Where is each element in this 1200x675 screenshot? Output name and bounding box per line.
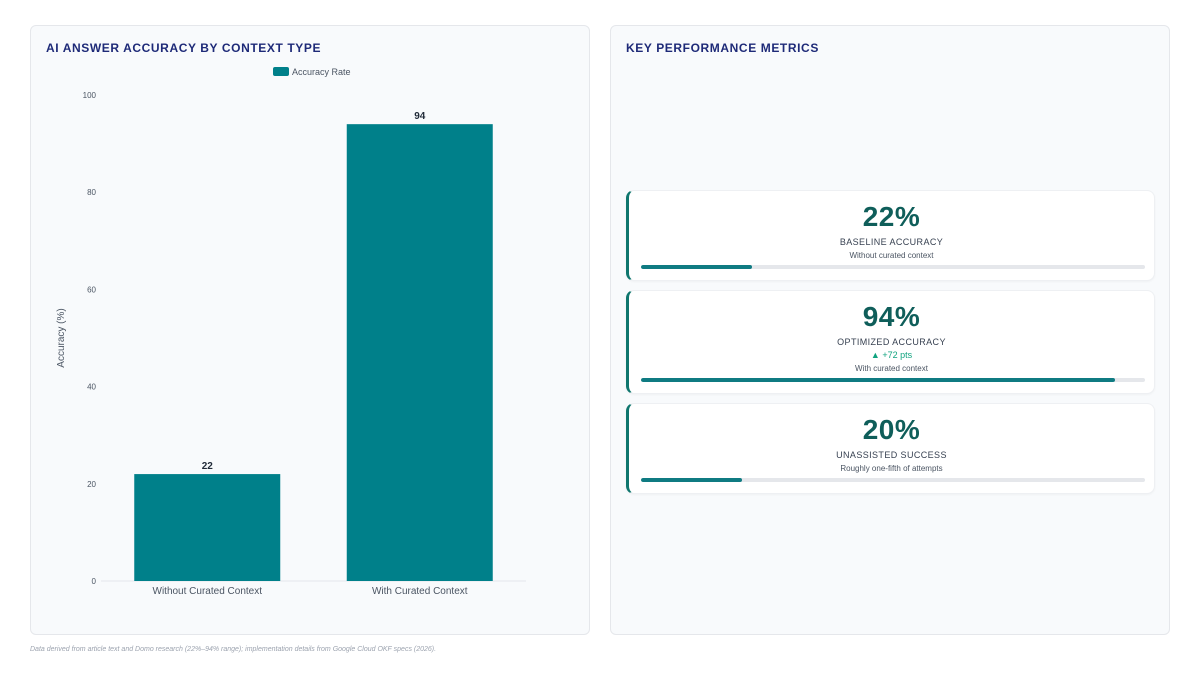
metric-value: 94% (862, 301, 921, 332)
chart-title: AI ANSWER ACCURACY BY CONTEXT TYPE (46, 41, 322, 55)
y-tick-label: 60 (87, 285, 96, 294)
progress-fill (641, 478, 742, 482)
bar-value-label: 22 (202, 461, 214, 472)
metric-label: BASELINE ACCURACY (839, 237, 944, 247)
metric-label: UNASSISTED SUCCESS (836, 450, 947, 460)
y-tick-label: 20 (87, 480, 96, 489)
chart-panel: AI ANSWER ACCURACY BY CONTEXT TYPE 0 20 40… (30, 25, 590, 635)
footnote: Data derived from article text and Domo … (30, 646, 437, 653)
metric-subtext: Without curated context (849, 251, 934, 260)
metric-subtext: With curated context (855, 364, 928, 373)
bar-value-label: 94 (414, 111, 426, 122)
metric-card-optimized: 94% OPTIMIZED ACCURACY ▲ +72 pts With cu… (626, 290, 1155, 394)
progress-track (641, 378, 1145, 382)
metric-delta: ▲ +72 pts (870, 350, 913, 360)
progress-track (641, 478, 1145, 482)
x-tick-label: With Curated Context (372, 586, 468, 597)
y-tick-label: 40 (87, 383, 96, 392)
metric-value: 22% (862, 201, 921, 232)
legend-label: Accuracy Rate (292, 67, 351, 77)
y-tick-label: 80 (87, 188, 96, 197)
metric-card-unassisted: 20% UNASSISTED SUCCESS Roughly one-fifth… (626, 403, 1155, 494)
metrics-panel: KEY PERFORMANCE METRICS 22% BASELINE ACC… (610, 25, 1170, 635)
metric-label: OPTIMIZED ACCURACY (837, 337, 946, 347)
y-axis-label: Accuracy (%) (56, 308, 67, 367)
metric-card-baseline: 22% BASELINE ACCURACY Without curated co… (626, 190, 1155, 281)
y-tick-label: 100 (83, 91, 97, 100)
progress-track (641, 265, 1145, 269)
progress-fill (641, 378, 1115, 382)
progress-fill (641, 265, 752, 269)
bar-chart: 0 20 40 60 80 100 Accuracy (%) 22 Without Curate… (56, 67, 526, 597)
bar (134, 474, 281, 581)
y-tick-label: 0 (92, 577, 97, 586)
legend-swatch (273, 67, 289, 76)
bar (346, 124, 493, 581)
metrics-title: KEY PERFORMANCE METRICS (626, 41, 819, 55)
x-tick-label: Without Curated Context (153, 586, 263, 597)
metric-value: 20% (862, 414, 921, 445)
metric-subtext: Roughly one-fifth of attempts (840, 464, 943, 473)
